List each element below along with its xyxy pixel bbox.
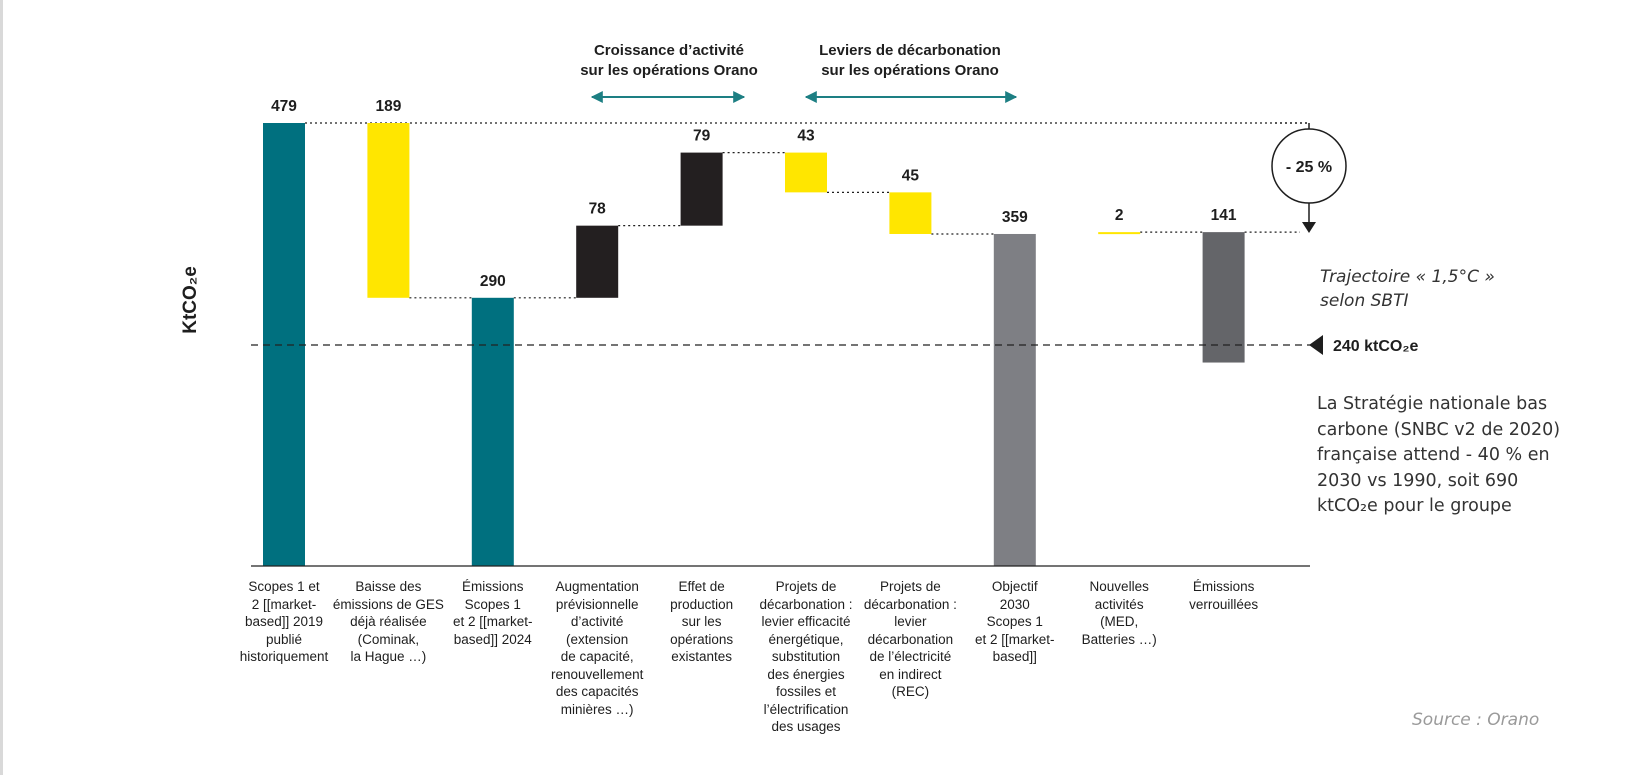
snbc-line-1: La Stratégie nationale bas xyxy=(1317,394,1548,414)
snbc-line-5: ktCO₂e pour le groupe xyxy=(1317,496,1512,516)
levers-header: Leviers de décarbonation sur les opérati… xyxy=(819,42,1001,79)
snbc-line-2: carbone (SNBC v2 de 2020) xyxy=(1317,419,1561,440)
bar-electricite-indirect xyxy=(889,192,932,234)
reduction-arrow-head xyxy=(1302,222,1316,233)
bar-augmentation-activite xyxy=(576,225,619,298)
category-label-emissions-verrouillees: Émissions verrouillées xyxy=(1189,579,1259,612)
value-label-electricite-indirect: 45 xyxy=(902,167,920,184)
snbc-line-4: 2030 vs 1990, soit 690 xyxy=(1317,470,1519,491)
growth-header: Croissance d’activité sur les opérations… xyxy=(580,42,758,79)
levers-header-line-2: sur les opérations Orano xyxy=(821,62,999,79)
trajectory-line-1: Trajectoire « 1,5°C » xyxy=(1320,267,1495,287)
value-label-efficacite-energetique: 43 xyxy=(797,128,815,145)
category-label-emissions-2024: Émissions Scopes 1 et 2 [[market-based]] 2… xyxy=(453,579,533,647)
category-label-nouvelles-activites: Nouvelles activités (MED, Batteries …) xyxy=(1081,579,1157,647)
snbc-note: La Stratégie nationale bas carbone (SNBC… xyxy=(1317,392,1617,520)
reduction-badge xyxy=(1271,128,1347,204)
bar-objectif-2030 xyxy=(993,233,1036,567)
bar-emissions-2024 xyxy=(471,297,514,566)
target-240-marker-icon xyxy=(1309,335,1323,355)
y-axis-label: KtCO₂e xyxy=(180,266,201,334)
target-240-label: 240 ktCO₂e xyxy=(1333,338,1418,355)
bar-nouvelles-activites xyxy=(1098,232,1141,235)
reduction-badge-text: - 25 % xyxy=(1286,159,1332,176)
trajectory-line-2: selon SBTI xyxy=(1320,291,1409,311)
bar-efficacite-energetique xyxy=(785,152,827,193)
category-label-efficacite-energetique: Projets de décarbonation : levier efficaci… xyxy=(759,579,853,734)
value-label-objectif-2030: 359 xyxy=(1002,209,1028,226)
value-label-scopes-2019: 479 xyxy=(271,98,297,115)
category-label-baisse-ges: Baisse des émissions de GES déjà réalisée(… xyxy=(332,579,444,664)
levers-header-line-1: Leviers de décarbonation xyxy=(819,42,1001,59)
category-label-effet-production: Effet de production sur les opérations exist… xyxy=(670,579,734,664)
category-label-electricite-indirect: Projets de décarbonation : levier décarbona… xyxy=(863,579,957,699)
value-label-nouvelles-activites: 2 xyxy=(1115,207,1124,224)
category-label-scopes-2019: Scopes 1 et 2 [[market-based]] 2019 publié… xyxy=(239,579,329,664)
value-label-emissions-verrouillees: 141 xyxy=(1211,207,1237,224)
growth-header-line-1: Croissance d’activité xyxy=(594,42,744,59)
category-label-augmentation-activite: Augmentation prévisionnelle d’activité (ext… xyxy=(551,579,644,717)
value-label-baisse-ges: 189 xyxy=(375,98,401,115)
growth-header-line-2: sur les opérations Orano xyxy=(580,62,758,79)
value-label-effet-production: 79 xyxy=(693,128,711,145)
source-note: Source : Orano xyxy=(1412,710,1540,730)
bar-emissions-verrouillees xyxy=(1202,232,1245,363)
value-label-emissions-2024: 290 xyxy=(480,273,506,290)
trajectory-note: Trajectoire « 1,5°C » selon SBTI xyxy=(1320,265,1620,313)
snbc-line-3: française attend - 40 % en xyxy=(1317,445,1550,465)
category-label-objectif-2030: Objectif 2030 Scopes 1 et 2 [[market-based]… xyxy=(975,579,1055,664)
value-label-augmentation-activite: 78 xyxy=(589,201,607,218)
left-border-rule xyxy=(0,0,3,775)
bar-baisse-ges xyxy=(367,123,410,298)
bar-effet-production xyxy=(680,152,723,226)
